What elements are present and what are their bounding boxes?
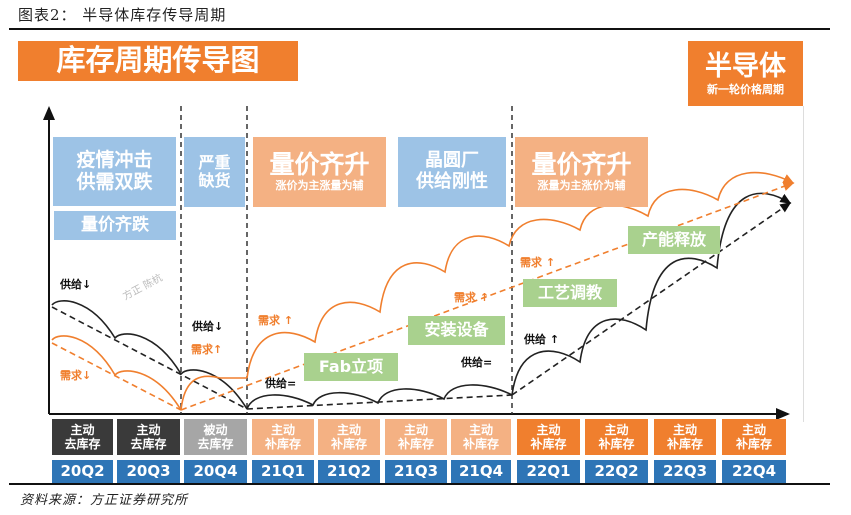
- stage-line: 主动: [136, 422, 161, 437]
- stage-line: 主动: [403, 422, 428, 437]
- stage-line: 主动: [604, 422, 629, 437]
- stage-line: 补库存: [264, 437, 301, 451]
- stage-cell: 主动 去库存: [52, 419, 113, 455]
- phase-box-fab-rigid: 晶圆厂 供给刚性: [398, 137, 506, 207]
- label-demand-up: 需求 ↑: [258, 313, 293, 327]
- label-demand-up: 需求 ↑: [454, 290, 489, 304]
- stage-cell: 主动 补库存: [318, 419, 380, 455]
- label-supply-flat: 供给=: [460, 355, 492, 369]
- stage-line: 去库存: [64, 437, 101, 451]
- stage-line: 补库存: [735, 437, 772, 451]
- stage-cell: 主动 补库存: [654, 419, 716, 455]
- phase-subtitle: 涨量为主涨价为辅: [537, 179, 626, 193]
- phase-box-shortage: 严重 缺货: [184, 137, 245, 207]
- supply-curve: [246, 384, 513, 410]
- stage-line: 主动: [468, 422, 493, 437]
- corner-title: 半导体: [705, 50, 786, 82]
- corner-subtitle: 新一轮价格周期: [707, 82, 784, 96]
- quarter-cell: 22Q4: [722, 460, 786, 483]
- stage-line: 被动: [203, 422, 228, 437]
- stage-line: 主动: [336, 422, 361, 437]
- figure-caption: 图表2： 半导体库存传导周期: [18, 6, 227, 24]
- phase-line: 供需双跌: [76, 170, 153, 193]
- milestone-tuning: 工艺调教: [523, 279, 617, 307]
- phase-line: 晶圆厂: [425, 150, 479, 172]
- stage-cell: 主动 补库存: [585, 419, 648, 455]
- stage-line: 补库存: [598, 437, 635, 451]
- demand-trend-line: [180, 181, 795, 411]
- quarter-cell: 20Q3: [117, 460, 180, 483]
- phase-title: 量价齐升: [531, 150, 632, 180]
- stage-line: 补库存: [462, 437, 499, 451]
- corner-badge: 半导体 新一轮价格周期: [688, 41, 803, 106]
- demand-curve: [180, 375, 221, 411]
- phase-line: 严重: [198, 152, 231, 172]
- demand-curve: [51, 335, 182, 411]
- quarter-cell: 22Q1: [517, 460, 580, 483]
- stage-cell: 主动 去库存: [117, 419, 180, 455]
- label-demand-down: 需求↓: [60, 368, 91, 382]
- stage-line: 补库存: [397, 437, 434, 451]
- quarter-cell: 21Q4: [451, 460, 511, 483]
- phase-line: 疫情冲击: [76, 148, 153, 171]
- stage-line: 主动: [672, 422, 697, 437]
- phase-line: 供给刚性: [416, 171, 488, 192]
- diagram-title: 库存周期传导图: [18, 41, 298, 81]
- quarter-cell: 20Q2: [52, 460, 113, 483]
- demand-curve: [246, 171, 795, 379]
- stage-line: 主动: [536, 422, 561, 437]
- stage-cell: 主动 补库存: [517, 419, 580, 455]
- quarter-cell: 21Q1: [252, 460, 314, 483]
- top-rule: [9, 28, 830, 30]
- quarter-cell: 21Q2: [318, 460, 380, 483]
- quarter-cell: 21Q3: [385, 460, 447, 483]
- phase-box-rise-2: 量价齐升 涨量为主涨价为辅: [515, 137, 648, 207]
- source-note: 资料来源：方正证券研究所: [20, 493, 189, 508]
- demand-trend-line: [51, 342, 182, 411]
- label-supply-flat: 供给=: [264, 376, 296, 390]
- supply-curve: [511, 192, 792, 396]
- label-demand-up: 需求↑: [191, 342, 222, 356]
- phase-box-pandemic: 疫情冲击 供需双跌: [53, 137, 176, 206]
- phase-title: 量价齐升: [269, 150, 370, 180]
- watermark: 方正 陈杭: [120, 271, 164, 303]
- label-demand-up: 需求 ↑: [520, 255, 555, 269]
- quarter-cell: 22Q2: [585, 460, 648, 483]
- milestone-capacity: 产能释放: [628, 226, 720, 254]
- stage-cell: 主动 补库存: [722, 419, 786, 455]
- supply-trend-line: [511, 202, 792, 396]
- phase-box-rise-1: 量价齐升 涨价为主涨量为辅: [253, 137, 386, 207]
- phase-box-decline: 量价齐跌: [54, 211, 176, 240]
- stage-cell: 被动 去库存: [184, 419, 247, 455]
- stage-cell: 主动 补库存: [451, 419, 511, 455]
- label-supply-down: 供给↓: [59, 277, 91, 291]
- stage-line: 补库存: [666, 437, 703, 451]
- stage-line: 主动: [270, 422, 295, 437]
- right-border: [803, 106, 804, 422]
- stage-line: 去库存: [197, 437, 234, 451]
- quarter-cell: 22Q3: [654, 460, 716, 483]
- stage-line: 去库存: [130, 437, 167, 451]
- label-supply-up: 供给 ↑: [523, 332, 559, 346]
- milestone-fab: Fab立项: [304, 353, 398, 381]
- stage-line: 补库存: [330, 437, 367, 451]
- stage-line: 补库存: [530, 437, 567, 451]
- supply-curve: [51, 300, 248, 410]
- stage-line: 主动: [70, 422, 95, 437]
- stage-cell: 主动 补库存: [385, 419, 447, 455]
- phase-line: 缺货: [198, 171, 231, 190]
- bottom-rule: [9, 483, 830, 485]
- stage-cell: 主动 补库存: [252, 419, 314, 455]
- phase-subtitle: 涨价为主涨量为辅: [275, 179, 364, 193]
- label-supply-down: 供给↓: [191, 319, 223, 333]
- stage-line: 主动: [741, 422, 766, 437]
- milestone-install: 安装设备: [408, 316, 505, 345]
- quarter-cell: 20Q4: [184, 460, 247, 483]
